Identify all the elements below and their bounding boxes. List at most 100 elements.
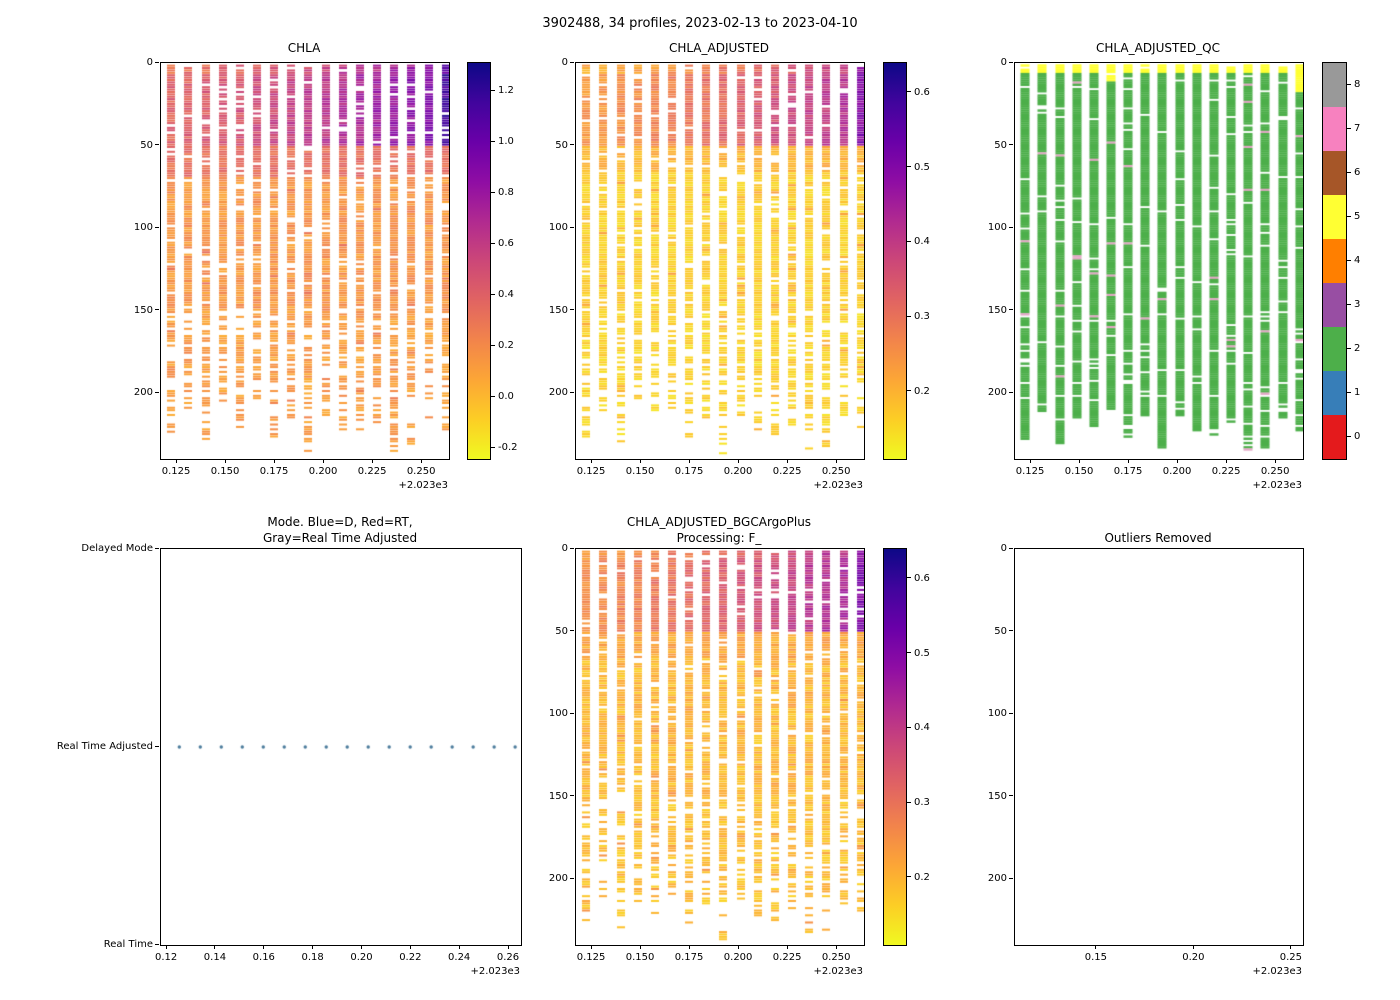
tick-label: +2.023e3	[813, 966, 863, 977]
tick-mark	[155, 391, 159, 393]
plot-title-bgc: CHLA_ADJUSTED_BGCArgoPlus Processing: F_	[575, 514, 863, 546]
tick-label: 50	[555, 139, 568, 151]
tick-mark	[155, 745, 159, 747]
tick-mark	[312, 945, 314, 949]
tick-label: 100	[548, 708, 568, 719]
tick-mark	[907, 315, 911, 317]
tick-mark	[907, 166, 911, 168]
tick-mark	[1274, 459, 1276, 463]
tick-mark	[1347, 171, 1351, 173]
tick-label: 6	[1354, 167, 1361, 178]
qc-colorbar-segment	[1323, 195, 1346, 239]
tick-mark	[1009, 61, 1013, 63]
tick-label: 0.250	[406, 466, 436, 477]
tick-mark	[420, 459, 422, 463]
tick-label: 0	[561, 543, 568, 554]
tick-label: 0.225	[1211, 466, 1241, 477]
tick-label: 0.12	[154, 952, 178, 963]
tick-label: 50	[555, 625, 568, 637]
tick-label: 100	[133, 222, 153, 233]
plot-title-chla: CHLA	[287, 41, 321, 55]
tick-mark	[1347, 127, 1351, 129]
axes-chla-adjusted-qc	[1014, 62, 1304, 460]
tick-mark	[491, 446, 495, 448]
tick-mark	[570, 877, 574, 879]
qc-profile-canvas	[1015, 63, 1303, 459]
tick-label: 0.175	[1113, 466, 1143, 477]
tick-mark	[155, 144, 159, 145]
tick-mark	[1009, 144, 1013, 145]
tick-label: Real Time	[103, 939, 153, 950]
tick-mark	[1347, 347, 1351, 349]
tick-label: 0	[1000, 543, 1007, 554]
qc-colorbar-segment	[1323, 371, 1346, 415]
chla-adjusted-profile-canvas	[576, 63, 864, 459]
tick-mark	[1009, 795, 1013, 796]
qc-colorbar-segment	[1323, 415, 1346, 459]
plot-title-chla-adjusted-qc: CHLA_ADJUSTED_QC	[1096, 41, 1220, 55]
tick-label: 0.175	[259, 466, 289, 477]
tick-mark	[907, 240, 911, 242]
tick-label: 0.125	[1015, 466, 1045, 477]
tick-mark	[1009, 547, 1013, 549]
tick-label: 200	[133, 387, 153, 398]
axes-chla-adjusted	[575, 62, 865, 460]
tick-mark	[570, 144, 574, 145]
tick-mark	[1347, 391, 1351, 393]
tick-label: 0.6	[498, 238, 514, 250]
tick-label: 200	[987, 387, 1007, 398]
tick-label: 150	[548, 790, 568, 802]
tick-label: 0.4	[914, 236, 930, 248]
tick-mark	[907, 91, 911, 93]
tick-label: 0.24	[448, 952, 471, 963]
tick-mark	[1029, 459, 1031, 463]
tick-label: 0.2	[914, 871, 930, 883]
tick-label: 200	[548, 873, 568, 884]
qc-colorbar-segment	[1323, 63, 1346, 107]
tick-label: 0.3	[914, 797, 930, 809]
tick-label: 50	[994, 139, 1007, 151]
tick-mark	[491, 395, 495, 397]
tick-label: 2	[1354, 343, 1361, 354]
tick-label: 0.150	[1064, 466, 1094, 477]
tick-mark	[165, 945, 167, 949]
tick-label: 150	[987, 304, 1007, 316]
tick-label: 0.150	[625, 952, 655, 963]
tick-label: 150	[133, 304, 153, 316]
tick-mark	[590, 459, 592, 463]
plot-title-bgc-line1: CHLA_ADJUSTED_BGCArgoPlus	[626, 515, 812, 529]
tick-label: 0.200	[1162, 466, 1192, 477]
tick-mark	[1009, 712, 1013, 714]
tick-label: +2.023e3	[1252, 480, 1302, 491]
tick-mark	[1176, 459, 1178, 463]
tick-mark	[1009, 877, 1013, 879]
axes-outliers	[1014, 548, 1304, 946]
tick-mark	[1347, 83, 1351, 85]
tick-mark	[155, 226, 159, 228]
plot-title-mode-line1: Mode. Blue=D, Red=RT,	[267, 515, 413, 529]
tick-mark	[688, 459, 690, 463]
tick-mark	[590, 945, 592, 949]
tick-mark	[1192, 945, 1194, 949]
tick-mark	[1009, 391, 1013, 393]
tick-mark	[458, 945, 460, 949]
axes-mode	[160, 548, 522, 946]
tick-label: 0.225	[357, 466, 387, 477]
tick-label: 5	[1354, 211, 1361, 222]
tick-mark	[907, 390, 911, 392]
tick-mark	[155, 943, 159, 945]
axes-chla	[160, 62, 450, 460]
tick-label: 0.250	[821, 952, 851, 963]
tick-label: 0.175	[674, 952, 704, 963]
tick-mark	[1347, 259, 1351, 261]
tick-label: 0.0	[498, 391, 514, 403]
tick-mark	[491, 293, 495, 295]
tick-label: 100	[548, 222, 568, 233]
tick-label: 50	[994, 625, 1007, 637]
tick-label: 0.4	[914, 722, 930, 734]
tick-label: 0	[1000, 57, 1007, 68]
tick-mark	[907, 577, 911, 579]
tick-label: +2.023e3	[470, 966, 520, 977]
tick-label: 0.200	[308, 466, 338, 477]
tick-mark	[1078, 459, 1080, 463]
